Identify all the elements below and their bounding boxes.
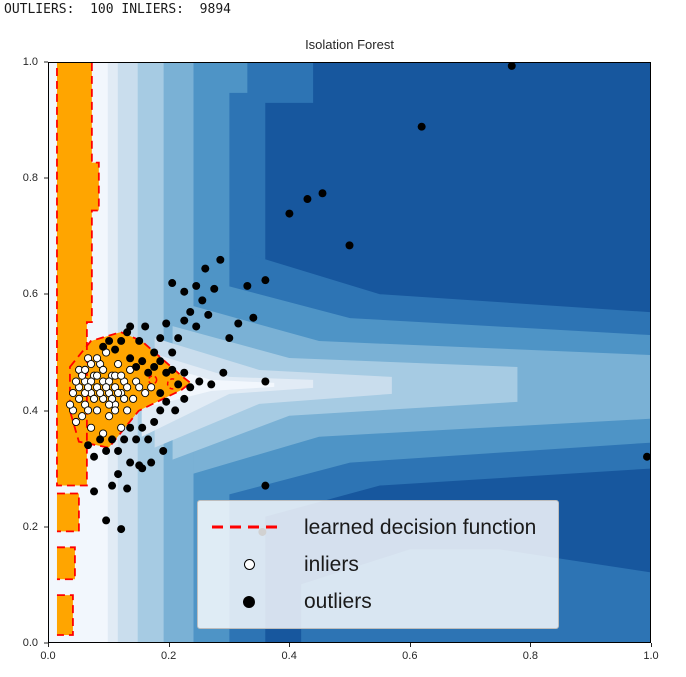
legend-entry-decision-function: learned decision function xyxy=(210,509,536,546)
legend-entry-outliers: outliers xyxy=(210,583,536,620)
y-tick-label: 0.0 xyxy=(22,637,38,649)
y-tick-mark xyxy=(44,61,48,63)
filled-circle-sample xyxy=(210,595,288,608)
y-tick-label: 1.0 xyxy=(22,56,38,68)
y-tick-mark xyxy=(44,642,48,644)
open-circle-sample xyxy=(210,559,288,570)
chart-title: Isolation Forest xyxy=(305,37,394,52)
y-tick-mark xyxy=(44,177,48,179)
x-tick-mark xyxy=(651,643,652,647)
x-tick-mark xyxy=(168,643,170,647)
y-tick-label: 0.6 xyxy=(22,288,38,301)
y-tick-mark xyxy=(44,410,48,412)
inliers-points xyxy=(65,348,156,438)
plot-area: learned decision function inliers outlie… xyxy=(48,62,651,643)
dashed-line-sample xyxy=(210,524,288,531)
y-axis-ticks: 0.0 0.2 0.4 0.6 0.8 1.0 xyxy=(0,56,48,649)
legend-entry-inliers: inliers xyxy=(210,546,536,583)
outliers-points xyxy=(84,63,650,536)
x-tick-mark xyxy=(289,643,291,647)
x-tick-label: 0.2 xyxy=(160,650,177,662)
x-tick-label: 1.0 xyxy=(643,650,659,662)
y-tick-label: 0.2 xyxy=(22,520,38,533)
dashed-red-line-icon xyxy=(212,525,278,529)
x-tick-label: 0.0 xyxy=(40,650,56,662)
x-tick-mark xyxy=(530,643,532,647)
legend-label-outliers: outliers xyxy=(304,589,372,613)
x-tick-mark xyxy=(48,643,49,647)
y-tick-mark xyxy=(44,526,48,528)
y-tick-label: 0.8 xyxy=(22,172,38,185)
x-tick-label: 0.4 xyxy=(281,650,297,662)
x-axis-ticks: 0.0 0.2 0.4 0.6 0.8 1.0 xyxy=(40,643,659,667)
stats-line: OUTLIERS: 100 INLIERS: 9894 xyxy=(4,2,231,17)
x-tick-label: 0.8 xyxy=(522,650,539,662)
x-tick-mark xyxy=(409,643,411,647)
legend-label-inliers: inliers xyxy=(304,552,359,576)
open-circle-icon xyxy=(243,559,255,570)
legend-label-decision-function: learned decision function xyxy=(304,515,537,539)
contour-plot xyxy=(49,63,650,642)
y-tick-mark xyxy=(44,293,48,295)
y-tick-label: 0.4 xyxy=(22,404,38,417)
legend: learned decision function inliers outlie… xyxy=(197,500,560,629)
x-tick-label: 0.6 xyxy=(402,650,418,662)
filled-circle-icon xyxy=(243,595,255,608)
